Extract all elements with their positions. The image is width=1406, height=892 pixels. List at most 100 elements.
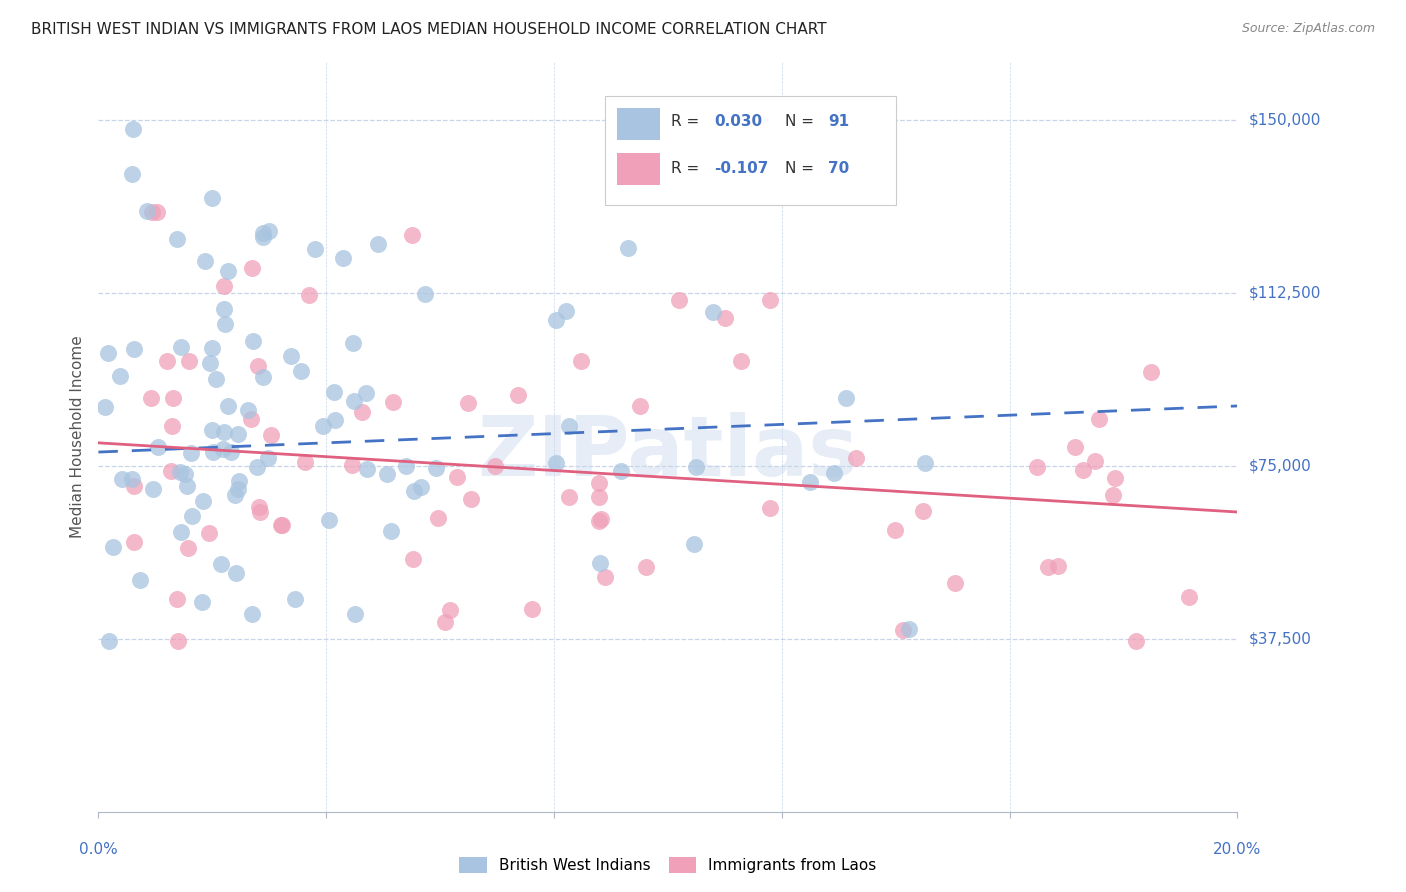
Point <box>97 634 120 648</box>
Point <box>246 459 269 474</box>
Point <box>1102 488 1125 502</box>
Point <box>304 242 326 256</box>
Point <box>342 335 364 350</box>
Point <box>883 523 905 537</box>
Point <box>294 454 316 468</box>
Legend: British West Indians, Immigrants from Laos: British West Indians, Immigrants from La… <box>453 851 883 879</box>
Point <box>628 399 651 413</box>
Point <box>634 559 657 574</box>
FancyBboxPatch shape <box>605 96 896 205</box>
Point <box>759 500 782 515</box>
Point <box>201 423 224 437</box>
Point <box>260 427 283 442</box>
Point <box>191 595 214 609</box>
Point <box>214 317 236 331</box>
Point <box>943 576 966 591</box>
Point <box>129 573 152 587</box>
Text: $112,500: $112,500 <box>1249 285 1320 301</box>
Point <box>350 405 373 419</box>
Point <box>401 228 423 243</box>
Y-axis label: Median Household Income: Median Household Income <box>70 335 86 539</box>
Point <box>835 391 858 405</box>
Point <box>242 334 264 349</box>
Point <box>174 467 197 482</box>
Point <box>122 535 145 549</box>
Point <box>312 419 335 434</box>
Point <box>284 591 307 606</box>
Point <box>558 490 581 504</box>
Text: 0.030: 0.030 <box>714 114 762 129</box>
Point <box>356 386 378 401</box>
Point <box>588 490 610 504</box>
Point <box>247 359 270 374</box>
Text: $37,500: $37,500 <box>1249 632 1312 647</box>
Text: 91: 91 <box>828 114 849 129</box>
Point <box>177 354 200 368</box>
Point <box>1047 558 1070 573</box>
Text: R =: R = <box>671 161 704 176</box>
Point <box>257 451 280 466</box>
Point <box>217 263 239 277</box>
Point <box>271 517 294 532</box>
Point <box>522 602 544 616</box>
Point <box>166 634 188 648</box>
Point <box>375 467 398 481</box>
Point <box>439 603 461 617</box>
Point <box>177 541 200 555</box>
Point <box>402 552 425 566</box>
Point <box>166 232 188 246</box>
Point <box>160 464 183 478</box>
Point <box>588 514 610 528</box>
Point <box>176 479 198 493</box>
Point <box>1104 471 1126 485</box>
Point <box>111 472 134 486</box>
Point <box>146 440 169 454</box>
Point <box>121 472 143 486</box>
Point <box>224 488 246 502</box>
Point <box>1177 591 1199 605</box>
FancyBboxPatch shape <box>617 153 659 185</box>
Point <box>270 518 292 533</box>
Point <box>236 403 259 417</box>
Point <box>1025 459 1047 474</box>
Text: N =: N = <box>785 114 820 129</box>
Point <box>1084 454 1107 468</box>
Point <box>460 492 482 507</box>
Point <box>395 459 418 474</box>
Point <box>252 370 274 384</box>
Point <box>457 396 479 410</box>
Point <box>169 466 191 480</box>
Point <box>1088 411 1111 425</box>
Point <box>162 419 184 434</box>
Point <box>219 445 242 459</box>
Point <box>404 483 426 498</box>
Point <box>898 622 921 636</box>
Point <box>425 461 447 475</box>
Point <box>141 205 163 219</box>
Point <box>413 287 436 301</box>
Point <box>730 354 752 368</box>
Text: $150,000: $150,000 <box>1249 112 1320 128</box>
Point <box>759 293 782 308</box>
Point <box>1064 440 1087 454</box>
Point <box>121 167 143 181</box>
Point <box>382 395 405 409</box>
Text: BRITISH WEST INDIAN VS IMMIGRANTS FROM LAOS MEDIAN HOUSEHOLD INCOME CORRELATION : BRITISH WEST INDIAN VS IMMIGRANTS FROM L… <box>31 22 827 37</box>
Point <box>170 525 193 540</box>
Point <box>845 451 868 466</box>
Point <box>249 505 271 519</box>
Point <box>170 340 193 354</box>
Point <box>200 356 222 370</box>
Point <box>332 252 354 266</box>
Point <box>799 475 821 489</box>
Point <box>426 510 449 524</box>
Point <box>1073 463 1095 477</box>
Text: ZIPatlas: ZIPatlas <box>478 411 858 492</box>
Point <box>166 592 188 607</box>
Point <box>409 480 432 494</box>
Point <box>912 504 935 518</box>
Point <box>226 482 249 496</box>
Point <box>554 303 576 318</box>
Point <box>201 445 224 459</box>
FancyBboxPatch shape <box>617 108 659 140</box>
